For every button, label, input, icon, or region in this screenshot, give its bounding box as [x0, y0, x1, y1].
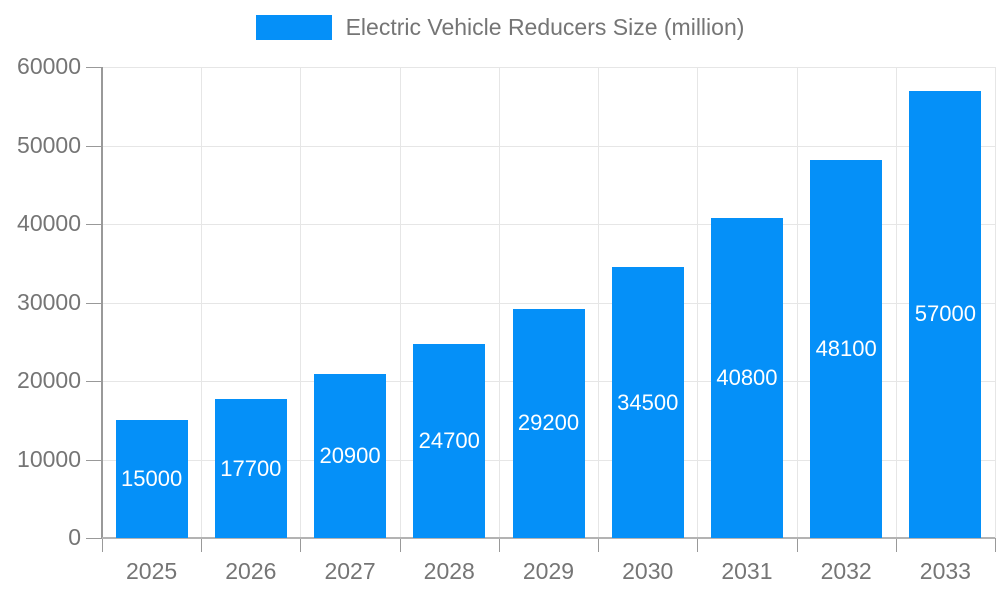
bar-value-label: 34500	[617, 389, 679, 415]
x-axis-tick	[498, 538, 500, 552]
bar-value-label: 29200	[517, 410, 580, 436]
bar-2033[interactable]	[909, 90, 982, 538]
bar-value-label: 15000	[121, 466, 183, 492]
y-axis-tick	[86, 538, 102, 539]
x-axis-tick-label: 2025	[126, 558, 178, 584]
x-axis-tick-label: 2031	[721, 558, 773, 584]
y-axis-tick	[86, 459, 102, 461]
x-gridline	[598, 67, 600, 538]
x-gridline	[201, 67, 203, 538]
x-gridline	[895, 67, 897, 538]
y-axis-tick	[86, 302, 102, 304]
x-axis-tick-label: 2030	[622, 558, 674, 584]
y-gridline	[102, 224, 995, 225]
x-axis-tick	[300, 538, 302, 552]
x-axis-tick	[399, 538, 401, 552]
y-axis-tick-label: 50000	[17, 131, 81, 158]
bar-2030[interactable]	[611, 267, 684, 538]
y-axis-line	[101, 67, 103, 538]
y-axis-tick	[86, 145, 102, 147]
x-gridline	[300, 67, 302, 538]
y-axis-tick-label: 40000	[17, 210, 81, 236]
bar-2029[interactable]	[512, 308, 585, 538]
y-axis-tick-label: 20000	[17, 367, 81, 393]
y-axis-tick-label: 60000	[17, 53, 81, 79]
x-axis-tick-label: 2026	[225, 558, 277, 584]
y-axis-tick	[86, 67, 102, 68]
bar-2031[interactable]	[710, 217, 783, 538]
x-gridline	[697, 67, 699, 538]
x-gridline	[995, 67, 996, 538]
x-axis-tick-label: 2028	[423, 558, 475, 584]
y-gridline	[102, 302, 995, 304]
x-axis-tick-label: 2032	[820, 558, 872, 584]
legend-swatch-icon	[255, 15, 332, 40]
bar-value-label: 40800	[716, 364, 778, 390]
y-axis-tick	[86, 224, 102, 225]
x-axis-tick	[102, 538, 103, 552]
y-axis-tick-label: 0	[68, 524, 81, 550]
bar-value-label: 20900	[319, 442, 381, 468]
x-gridline	[399, 67, 401, 538]
y-axis-tick-label: 30000	[17, 288, 81, 315]
y-gridline	[102, 67, 995, 68]
x-axis-tick-label: 2027	[324, 558, 376, 584]
y-axis-tick	[86, 381, 102, 382]
bar-2025[interactable]	[115, 420, 188, 538]
x-axis-tick-label: 2029	[522, 558, 575, 584]
legend[interactable]: Electric Vehicle Reducers Size (million)	[0, 14, 1000, 41]
bar-value-label: 48100	[815, 336, 877, 362]
x-axis-tick	[201, 538, 203, 552]
x-axis-tick	[598, 538, 600, 552]
x-gridline	[796, 67, 798, 538]
bar-2027[interactable]	[314, 373, 387, 538]
x-axis-tick-label: 2033	[919, 558, 971, 584]
x-gridline	[498, 67, 500, 538]
bar-2026[interactable]	[214, 399, 287, 538]
x-axis-tick	[796, 538, 798, 552]
legend-label: Electric Vehicle Reducers Size (million)	[345, 14, 745, 40]
x-axis-tick	[995, 538, 996, 552]
x-axis-tick	[895, 538, 897, 552]
x-axis-line	[102, 537, 995, 539]
bar-value-label: 57000	[914, 301, 976, 327]
y-axis-tick-label: 10000	[17, 445, 81, 472]
bar-value-label: 24700	[418, 428, 480, 454]
x-axis-tick	[697, 538, 699, 552]
bar-2028[interactable]	[413, 344, 486, 538]
y-gridline	[102, 145, 995, 147]
bar-2032[interactable]	[810, 160, 883, 538]
bar-value-label: 17700	[220, 455, 282, 481]
